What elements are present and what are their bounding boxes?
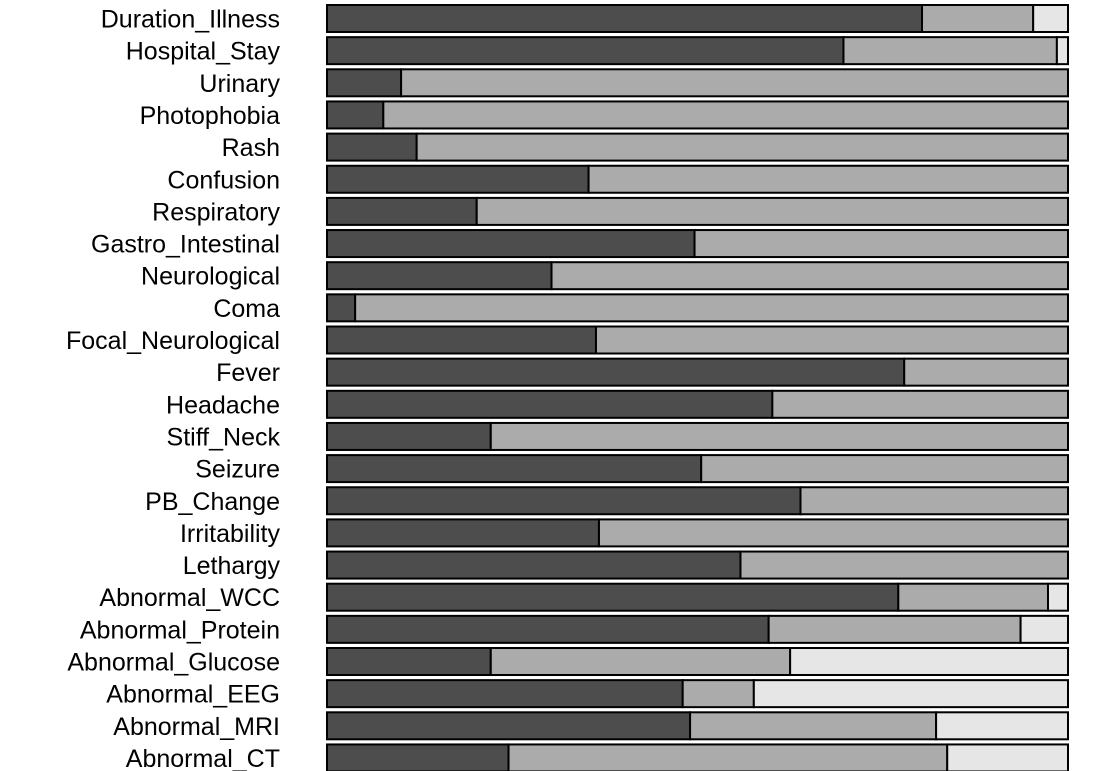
bar-segment-stiff-neck-1 [326,421,492,451]
bar-segment-respiratory-1 [326,196,478,226]
bar-segment-neurological-1 [326,261,553,291]
bar-segment-headache-2 [771,389,1070,419]
bar-segment-abnormal-wcc-1 [326,582,900,612]
bars [326,4,1070,771]
category-label-gastro-intestinal: Gastro_Intestinal [91,231,280,259]
bar-segment-rash-1 [326,132,418,162]
category-labels: Duration_Illness Hospital_Stay Urinary Phot… [66,6,281,771]
bar-segment-confusion-1 [326,164,590,194]
category-label-confusion: Confusion [167,166,280,194]
bar-segment-abnormal-mri-2 [689,711,938,741]
bar-segment-duration-illness-3 [1032,4,1070,33]
bar-segment-pb-change-2 [799,486,1069,516]
category-label-abnormal-eeg: Abnormal_EEG [106,681,280,709]
bar-segment-abnormal-wcc-2 [897,582,1049,612]
bar-segment-focal-neurological-1 [326,325,597,355]
bar-segment-seizure-1 [326,454,703,484]
bar-segment-respiratory-2 [475,196,1069,226]
bar-segment-abnormal-wcc-3 [1046,582,1069,612]
bar-segment-abnormal-protein-2 [767,614,1022,644]
bar-segment-abnormal-eeg-3 [752,679,1069,709]
category-label-duration-illness: Duration_Illness [101,6,280,34]
bar-segment-abnormal-glucose-2 [489,647,792,676]
bar-segment-abnormal-protein-1 [326,614,770,644]
category-label-lethargy: Lethargy [183,552,281,580]
bar-segment-abnormal-glucose-1 [326,647,492,676]
bar-segment-gastro-intestinal-1 [326,229,696,259]
category-label-abnormal-mri: Abnormal_MRI [113,713,280,741]
bar-segment-abnormal-eeg-1 [326,679,684,709]
category-label-neurological: Neurological [141,263,280,291]
category-label-focal-neurological: Focal_Neurological [66,327,280,355]
bar-segment-seizure-2 [700,454,1069,484]
bar-segment-abnormal-mri-1 [326,711,692,741]
bar-segment-duration-illness-2 [921,4,1035,33]
bar-segment-irritability-1 [326,518,600,548]
bar-segment-abnormal-glucose-3 [789,647,1070,676]
bar-segment-fever-2 [903,357,1069,387]
category-label-pb-change: PB_Change [145,488,280,516]
category-label-irritability: Irritability [180,520,281,548]
category-label-coma: Coma [213,295,280,323]
bar-segment-duration-illness-1 [326,4,924,33]
bar-segment-fever-1 [326,357,906,387]
category-label-respiratory: Respiratory [152,198,280,226]
category-label-abnormal-ct: Abnormal_CT [126,745,280,771]
bar-segment-photophobia-2 [382,100,1069,130]
bar-segment-pb-change-1 [326,486,802,516]
category-label-stiff-neck: Stiff_Neck [167,423,281,451]
bar-segment-hospital-stay-3 [1055,36,1070,66]
category-label-headache: Headache [166,391,280,419]
category-label-abnormal-wcc: Abnormal_WCC [99,584,280,612]
bar-segment-stiff-neck-2 [489,421,1069,451]
bar-segment-abnormal-eeg-2 [681,679,755,709]
bar-segment-confusion-2 [587,164,1069,194]
bar-segment-hospital-stay-2 [842,36,1058,66]
bar-segment-urinary-1 [326,68,403,98]
category-label-hospital-stay: Hospital_Stay [126,38,281,66]
bar-segment-photophobia-1 [326,100,385,130]
category-label-rash: Rash [222,134,280,162]
bar-segment-rash-2 [415,132,1070,162]
category-label-urinary: Urinary [199,70,280,98]
category-label-fever: Fever [216,359,280,387]
bar-segment-focal-neurological-2 [594,325,1069,355]
bar-segment-urinary-2 [400,68,1070,98]
bar-segment-hospital-stay-1 [326,36,845,66]
bar-segment-lethargy-2 [739,550,1069,580]
category-label-abnormal-glucose: Abnormal_Glucose [67,649,280,677]
bar-segment-abnormal-ct-1 [326,743,510,771]
bar-segment-headache-1 [326,389,774,419]
bar-segment-abnormal-mri-3 [935,711,1069,741]
bar-segment-irritability-2 [597,518,1069,548]
bar-segment-coma-2 [354,293,1070,323]
bar-segment-lethargy-1 [326,550,742,580]
category-label-abnormal-protein: Abnormal_Protein [80,616,280,644]
bar-segment-abnormal-ct-2 [507,743,949,771]
category-label-seizure: Seizure [195,456,280,484]
bar-segment-neurological-2 [550,261,1069,291]
bar-segment-abnormal-ct-3 [946,743,1069,771]
bar-segment-abnormal-protein-3 [1019,614,1070,644]
bar-segment-gastro-intestinal-2 [693,229,1069,259]
bar-segment-coma-1 [326,293,357,323]
category-label-photophobia: Photophobia [140,102,281,130]
